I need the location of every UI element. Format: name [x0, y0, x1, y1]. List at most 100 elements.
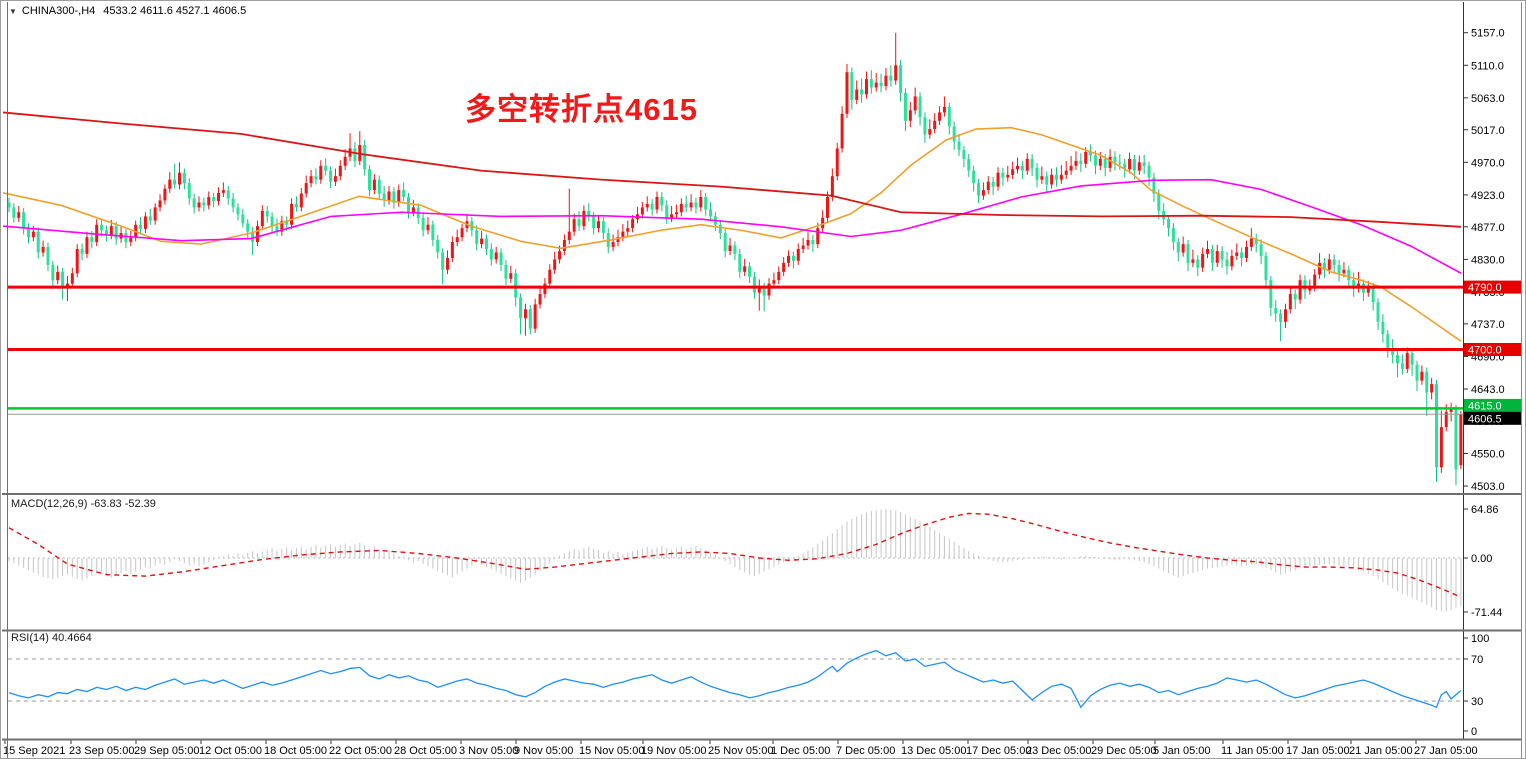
- candle-body-down: [1220, 251, 1224, 260]
- candle-body-up: [1181, 244, 1185, 253]
- time-tick-label: 25 Nov 05:00: [708, 745, 773, 757]
- price-tick-label: 4737.0: [1471, 319, 1505, 331]
- time-tick-label: 28 Oct 05:00: [394, 745, 457, 757]
- candle-body-down: [977, 183, 981, 196]
- candle-body-up: [611, 242, 615, 247]
- candle-body-up: [928, 129, 932, 135]
- candle-body-up: [1206, 248, 1210, 254]
- candle-body-down: [1089, 151, 1093, 156]
- candle-body-up: [689, 202, 693, 208]
- candle-body-up: [631, 219, 635, 229]
- candle-body-up: [153, 207, 157, 221]
- time-tick-label: 21 Jan 05:00: [1349, 745, 1413, 757]
- candle-body-down: [1381, 321, 1385, 335]
- candle-body-down: [1142, 162, 1146, 166]
- candle-body-down: [723, 233, 727, 252]
- price-tick-label: 4643.0: [1471, 384, 1505, 396]
- ma-mid-magenta-line: [2, 178, 1462, 274]
- candle-body-up: [772, 280, 776, 284]
- price-tick-label: 5110.0: [1471, 60, 1504, 72]
- candle-body-down: [1274, 307, 1278, 314]
- price-badge-4790: 4790.0: [1464, 280, 1522, 294]
- candle-body-up: [387, 191, 391, 201]
- candle-body-down: [577, 219, 581, 227]
- candle-body-up: [197, 202, 201, 208]
- candle-body-down: [22, 212, 26, 229]
- time-tick-label: 19 Nov 05:00: [641, 745, 706, 757]
- candle-body-down: [879, 82, 883, 87]
- candle-body-up: [796, 248, 800, 261]
- candle-body-down: [967, 158, 971, 171]
- candle-body-down: [1434, 384, 1438, 468]
- candle-body-down: [1396, 355, 1400, 364]
- time-tick-label: 17 Dec 05:00: [966, 745, 1031, 757]
- macd-label-name: MACD(12,26,9): [11, 498, 88, 510]
- time-tick-label: 23 Sep 05:00: [69, 745, 134, 757]
- candle-body-down: [869, 79, 873, 88]
- candle-body-up: [260, 210, 264, 227]
- candle-body-down: [601, 221, 605, 234]
- time-tick-label: 18 Oct 05:00: [264, 745, 327, 757]
- candle-body-down: [202, 202, 206, 206]
- candle-body-down: [90, 237, 94, 243]
- candle-body-up: [728, 245, 732, 252]
- candle-body-up: [533, 304, 537, 329]
- ma-slow-red-line: [2, 111, 1462, 228]
- price-badge-4790-text: 4790.0: [1468, 282, 1502, 294]
- candle-body-up: [1011, 169, 1015, 175]
- current-price-badge: 4606.5: [1464, 411, 1522, 425]
- candle-body-down: [665, 205, 669, 218]
- macd-axis: 64.86 0.00 -71.44: [1463, 504, 1502, 619]
- candle-body-up: [553, 259, 557, 270]
- price-badge-4790-bg: [1464, 280, 1522, 294]
- candle-body-down: [499, 252, 503, 265]
- candle-body-down: [1001, 172, 1005, 178]
- price-tick-label: 4970.0: [1471, 157, 1505, 169]
- candle-body-down: [1279, 313, 1283, 322]
- time-tick-label: 12 Oct 05:00: [199, 745, 262, 757]
- candle-body-up: [143, 216, 147, 229]
- candle-body-down: [1167, 219, 1171, 229]
- candle-body-down: [104, 230, 108, 236]
- candle-body-down: [1035, 167, 1039, 180]
- macd-histogram: [8, 508, 1462, 612]
- candle-body-down: [694, 202, 698, 208]
- candle-body-up: [163, 188, 167, 201]
- candle-body-down: [1157, 193, 1161, 211]
- current-price-badge-bg: [1464, 411, 1522, 425]
- candle-body-down: [733, 245, 737, 254]
- price-tick-label: 4830.0: [1471, 254, 1505, 266]
- candle-body-up: [787, 255, 791, 263]
- candle-body-up: [1137, 162, 1141, 171]
- candle-body-down: [421, 217, 425, 231]
- candle-body-up: [70, 273, 74, 284]
- candle-body-down: [889, 75, 893, 81]
- candle-body-up: [835, 148, 839, 177]
- candle-body-down: [918, 96, 922, 118]
- candle-body-up: [1084, 151, 1088, 164]
- candle-body-up: [333, 176, 337, 182]
- candle-body-up: [299, 193, 303, 208]
- candle-body-up: [1439, 427, 1443, 468]
- candle-body-up: [767, 283, 771, 296]
- candle-body-up: [777, 271, 781, 281]
- candle-body-up: [85, 237, 89, 254]
- candle-body-down: [475, 230, 479, 245]
- candle-body-down: [1386, 334, 1390, 350]
- time-tick-label: 22 Oct 05:00: [329, 745, 392, 757]
- symbol-dropdown-icon[interactable]: ▼: [9, 6, 17, 16]
- candle-body-up: [1098, 158, 1102, 166]
- candle-body-down: [314, 176, 318, 180]
- candle-body-down: [1186, 244, 1190, 263]
- candle-body-up: [397, 190, 401, 203]
- candle-body-up: [908, 110, 912, 121]
- time-tick-label: 15 Sep 2021: [3, 745, 65, 757]
- candle-body-up: [1449, 408, 1453, 412]
- candle-body-down: [1303, 280, 1307, 291]
- candle-body-down: [407, 196, 411, 213]
- candle-body-up: [1064, 170, 1068, 175]
- candle-body-up: [523, 309, 527, 319]
- candle-body-down: [1269, 280, 1273, 308]
- candle-body-up: [41, 246, 45, 253]
